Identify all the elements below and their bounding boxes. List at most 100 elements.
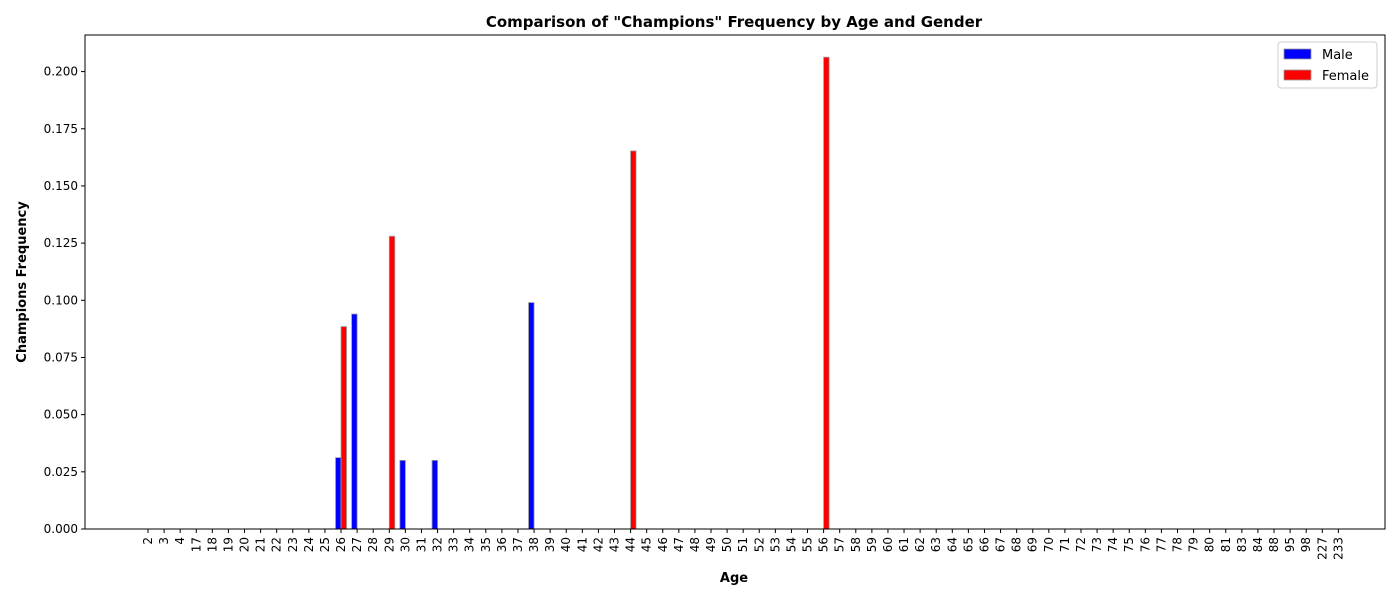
x-tick-label: 53 xyxy=(768,537,782,552)
x-tick-label: 25 xyxy=(318,537,332,552)
x-tick-label: 52 xyxy=(752,537,766,552)
x-axis-label: Age xyxy=(720,571,748,586)
x-tick-label: 21 xyxy=(254,537,268,552)
x-tick-label: 69 xyxy=(1026,537,1040,552)
x-tick-label: 79 xyxy=(1187,537,1201,552)
x-tick-label: 3 xyxy=(157,537,171,545)
x-tick-label: 32 xyxy=(431,537,445,552)
x-tick-label: 17 xyxy=(189,537,203,552)
x-tick-label: 71 xyxy=(1058,537,1072,552)
x-tick-label: 33 xyxy=(447,537,461,552)
y-axis-label: Champions Frequency xyxy=(15,201,30,363)
x-tick-label: 55 xyxy=(801,537,815,552)
x-tick-label: 74 xyxy=(1106,537,1120,552)
y-tick-label: 0.000 xyxy=(44,522,78,536)
x-tick-label: 49 xyxy=(704,537,718,552)
x-tick-label: 60 xyxy=(881,537,895,552)
x-tick-label: 88 xyxy=(1267,537,1281,552)
x-tick-label: 44 xyxy=(624,537,638,552)
bar-male-32 xyxy=(431,459,438,530)
x-tick-label: 57 xyxy=(833,537,847,552)
x-tick-label: 63 xyxy=(929,537,943,552)
y-tick-label: 0.050 xyxy=(44,408,78,422)
x-tick-label: 51 xyxy=(736,537,750,552)
x-tick-label: 23 xyxy=(286,537,300,552)
x-tick-label: 43 xyxy=(607,537,621,552)
chart-title: Comparison of "Champions" Frequency by A… xyxy=(486,13,983,31)
bar-female-26 xyxy=(340,326,347,530)
x-tick-label: 75 xyxy=(1122,537,1136,552)
x-tick-label: 61 xyxy=(897,537,911,552)
x-tick-label: 45 xyxy=(640,537,654,552)
y-tick-label: 0.125 xyxy=(44,236,78,250)
plot-area: 0.000 0.025 0.050 0.075 0.100 0.125 0.150 0.175… xyxy=(44,34,1386,560)
x-tick-label: 59 xyxy=(865,537,879,552)
bar-male-27 xyxy=(351,313,358,530)
y-tick-label: 0.150 xyxy=(44,179,78,193)
x-tick-label: 37 xyxy=(511,537,525,552)
x-tick-label: 80 xyxy=(1203,537,1217,552)
bar-male-30 xyxy=(399,459,406,530)
x-tick-label: 35 xyxy=(479,537,493,552)
x-tick-label: 76 xyxy=(1138,537,1152,552)
x-tick-label: 81 xyxy=(1219,537,1233,552)
x-tick-label: 64 xyxy=(945,537,959,552)
x-tick-label: 34 xyxy=(463,537,477,552)
y-tick-label: 0.200 xyxy=(44,65,78,79)
x-tick-label: 67 xyxy=(994,537,1008,552)
x-tick-label: 56 xyxy=(817,537,831,552)
x-tick-label: 84 xyxy=(1251,537,1265,552)
legend-swatch-male xyxy=(1283,48,1312,60)
x-tick-label: 27 xyxy=(350,537,364,552)
x-tick-label: 38 xyxy=(527,537,541,552)
legend-label-female: Female xyxy=(1322,69,1369,84)
x-tick-label: 18 xyxy=(205,537,219,552)
x-tick-label: 54 xyxy=(784,537,798,552)
x-tick-label: 65 xyxy=(961,537,975,552)
x-tick-label: 50 xyxy=(720,537,734,552)
x-tick-label: 227 xyxy=(1315,537,1329,560)
bar-male-26 xyxy=(335,457,342,530)
x-tick-label: 68 xyxy=(1010,537,1024,552)
legend: Male Female xyxy=(1277,41,1378,89)
y-tick-label: 0.175 xyxy=(44,122,78,136)
x-tick-label: 24 xyxy=(302,537,316,552)
x-tick-label: 58 xyxy=(849,537,863,552)
x-tick-label: 233 xyxy=(1331,537,1345,560)
x-tick-label: 62 xyxy=(913,537,927,552)
x-tick-label: 29 xyxy=(382,537,396,552)
x-tick-label: 48 xyxy=(688,537,702,552)
x-tick-label: 70 xyxy=(1042,537,1056,552)
x-tick-label: 73 xyxy=(1090,537,1104,552)
x-tick-label: 2 xyxy=(141,537,155,545)
x-tick-label: 66 xyxy=(977,537,991,552)
x-tick-label: 72 xyxy=(1074,537,1088,552)
x-tick-label: 36 xyxy=(495,537,509,552)
x-tick-label: 31 xyxy=(414,537,428,552)
legend-label-male: Male xyxy=(1322,48,1353,63)
x-tick-label: 42 xyxy=(591,537,605,552)
bar-female-44 xyxy=(630,150,637,530)
y-tick-label: 0.100 xyxy=(44,293,78,307)
x-tick-label: 4 xyxy=(173,537,187,545)
plot-frame xyxy=(84,34,1386,530)
x-tick-label: 39 xyxy=(543,537,557,552)
x-tick-label: 40 xyxy=(559,537,573,552)
x-tick-label: 77 xyxy=(1154,537,1168,552)
x-tick-label: 30 xyxy=(398,537,412,552)
x-tick-label: 98 xyxy=(1299,537,1313,552)
y-tick-label: 0.025 xyxy=(44,465,78,479)
x-tick-label: 47 xyxy=(672,537,686,552)
x-tick-label: 20 xyxy=(238,537,252,552)
x-tick-label: 78 xyxy=(1171,537,1185,552)
x-tick-label: 26 xyxy=(334,537,348,552)
y-tick-label: 0.075 xyxy=(44,350,78,364)
x-tick-label: 83 xyxy=(1235,537,1249,552)
x-tick-label: 95 xyxy=(1283,537,1297,552)
x-tick-label: 19 xyxy=(221,537,235,552)
bar-male-38 xyxy=(528,302,535,530)
x-tick-label: 46 xyxy=(656,537,670,552)
x-tick-label: 41 xyxy=(575,537,589,552)
